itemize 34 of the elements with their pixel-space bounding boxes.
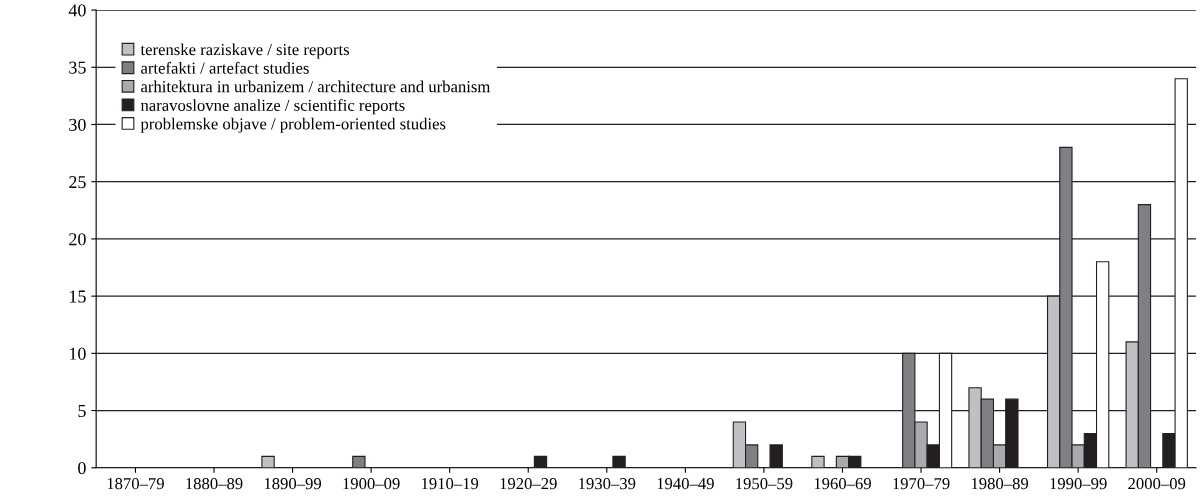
legend-label: artefakti / artefact studies (141, 61, 309, 74)
y-tick-label: 25 (69, 176, 86, 189)
x-tick-label: 1950–59 (736, 477, 793, 490)
legend-label: terenske raziskave / site reports (140, 43, 350, 59)
x-tick-label: 1940–49 (657, 477, 714, 490)
y-tick-label: 10 (69, 347, 86, 360)
y-tick-label: 30 (69, 118, 86, 131)
bar (811, 455, 825, 468)
y-tick-label: 15 (69, 290, 86, 303)
x-tick-label: 1960–69 (814, 477, 871, 490)
x-tick-label: 1890–99 (264, 477, 322, 490)
y-tick-label: 0 (78, 462, 86, 475)
y-tick-label: 5 (78, 405, 86, 418)
x-tick-label: 1990–99 (1050, 477, 1107, 490)
bar (352, 455, 366, 468)
x-tick-label: 1980–89 (971, 477, 1029, 490)
x-tick-label: 1920–29 (500, 477, 557, 490)
bar (533, 455, 548, 468)
x-tick-label: 1930–39 (579, 477, 636, 490)
legend-label: arhitektura in urbanizem / architecture and urbanism (141, 80, 491, 93)
y-tick-label: 20 (69, 233, 86, 246)
x-tick-label: 1870–79 (107, 477, 164, 490)
legend-label: problemske objave / problem-oriented studies (140, 117, 446, 133)
legend-label: naravoslovne analize / scientific reports (140, 99, 405, 115)
x-tick-label: 1970–79 (893, 477, 950, 490)
bar (769, 444, 783, 468)
bar (261, 455, 275, 468)
x-tick-label: 2000–09 (1128, 477, 1186, 490)
y-tick-label: 40 (68, 4, 86, 17)
x-tick-label: 1900–09 (343, 477, 400, 490)
y-tick-label: 35 (69, 61, 86, 74)
bar (612, 455, 626, 468)
x-tick-label: 1880–89 (186, 477, 243, 490)
x-tick-label: 1910–19 (421, 477, 479, 490)
